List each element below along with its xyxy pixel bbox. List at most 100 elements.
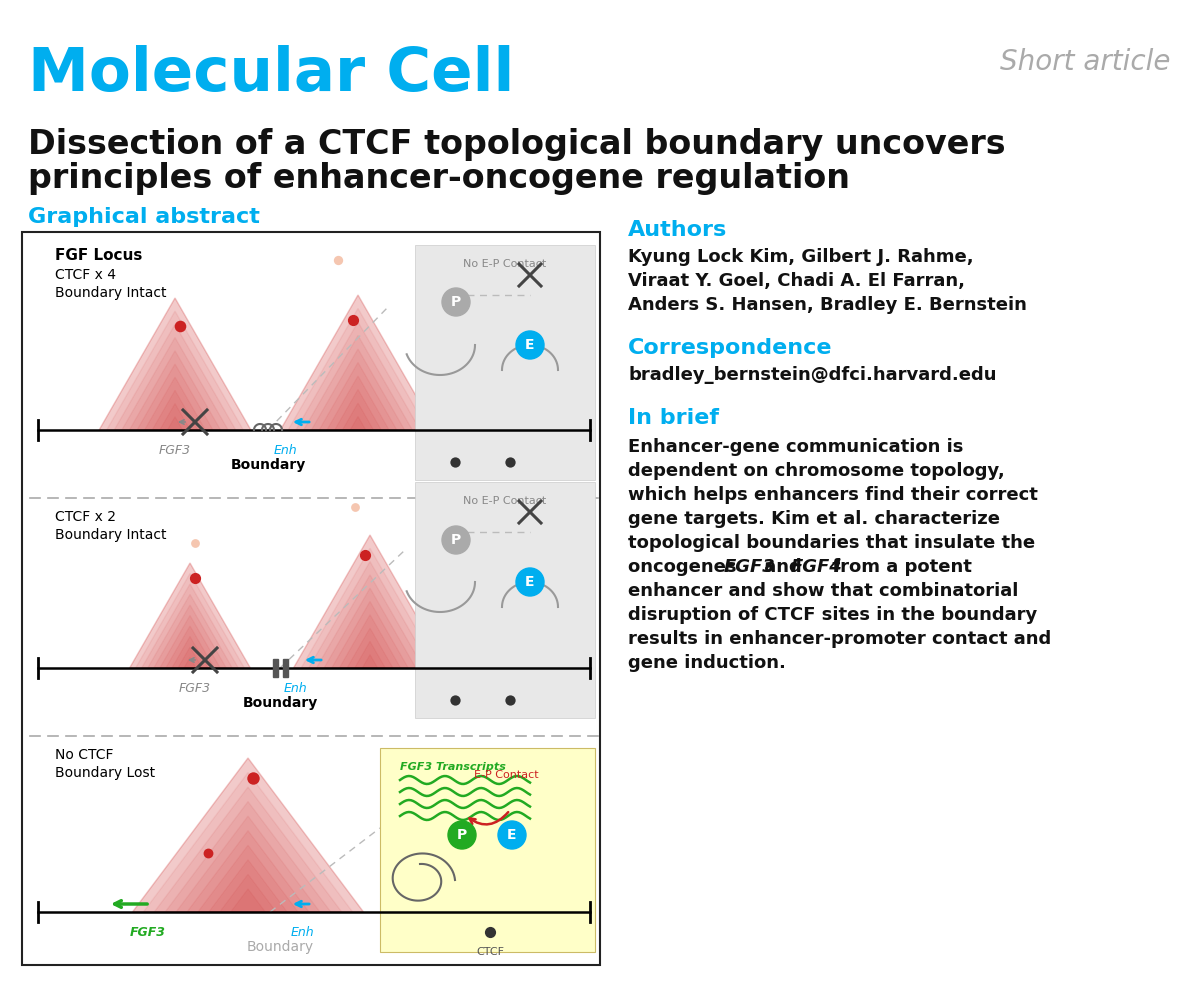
Text: Authors: Authors [628, 220, 727, 240]
Point [355, 547, 374, 563]
Text: Anders S. Hansen, Bradley E. Bernstein: Anders S. Hansen, Bradley E. Bernstein [628, 296, 1027, 314]
Point [343, 312, 362, 328]
Polygon shape [130, 351, 221, 430]
Polygon shape [304, 336, 413, 430]
Polygon shape [130, 563, 251, 668]
Text: which helps enhancers find their correct: which helps enhancers find their correct [628, 486, 1038, 504]
Polygon shape [160, 403, 190, 430]
Polygon shape [281, 295, 436, 430]
Text: No CTCF: No CTCF [55, 748, 114, 762]
Bar [272, 659, 277, 677]
Polygon shape [324, 588, 416, 668]
Polygon shape [296, 322, 420, 430]
Polygon shape [142, 584, 239, 668]
Circle shape [516, 331, 544, 359]
Text: Enhancer-gene communication is: Enhancer-gene communication is [628, 438, 964, 456]
Text: FGF3: FGF3 [130, 926, 166, 939]
Circle shape [442, 288, 470, 316]
Text: Short article: Short article [1000, 48, 1170, 76]
Polygon shape [347, 629, 392, 668]
Point [500, 454, 520, 470]
Text: Boundary: Boundary [242, 696, 318, 710]
Circle shape [448, 821, 476, 849]
Polygon shape [100, 298, 251, 430]
Polygon shape [166, 801, 331, 912]
Polygon shape [144, 773, 353, 912]
Polygon shape [281, 295, 436, 430]
Text: gene induction.: gene induction. [628, 654, 786, 672]
Polygon shape [160, 616, 220, 668]
Polygon shape [294, 535, 446, 668]
Point [445, 454, 464, 470]
Text: CTCF x 4: CTCF x 4 [55, 268, 116, 282]
Bar [282, 659, 288, 677]
Text: FGF3: FGF3 [158, 444, 191, 457]
Text: Boundary Intact: Boundary Intact [55, 528, 167, 542]
Polygon shape [168, 417, 182, 430]
Text: FGF3 Transcripts: FGF3 Transcripts [400, 762, 506, 772]
Text: FGF4: FGF4 [791, 558, 842, 576]
Polygon shape [136, 574, 245, 668]
Polygon shape [230, 889, 265, 912]
Polygon shape [301, 548, 439, 668]
Text: and: and [758, 558, 808, 576]
Text: E: E [526, 338, 535, 352]
Bar [415, 482, 595, 718]
Text: Correspondence: Correspondence [628, 338, 833, 358]
Bar [415, 245, 595, 480]
Polygon shape [152, 390, 198, 430]
Text: FGF3: FGF3 [179, 682, 211, 695]
Text: Molecular Cell: Molecular Cell [28, 45, 515, 104]
Point [170, 318, 190, 334]
Text: FGF Locus: FGF Locus [55, 248, 143, 263]
Polygon shape [331, 602, 408, 668]
Text: principles of enhancer-oncogene regulation: principles of enhancer-oncogene regulati… [28, 162, 850, 195]
Text: Enh: Enh [274, 444, 296, 457]
Text: disruption of CTCF sites in the boundary: disruption of CTCF sites in the boundary [628, 606, 1037, 624]
Text: Graphical abstract: Graphical abstract [28, 207, 260, 227]
Point [244, 770, 263, 785]
Text: CTCF x 2: CTCF x 2 [55, 510, 116, 524]
Text: Viraat Y. Goel, Chadi A. El Farran,: Viraat Y. Goel, Chadi A. El Farran, [628, 272, 965, 290]
Polygon shape [335, 389, 382, 430]
Point [480, 924, 499, 940]
Text: Enh: Enh [283, 682, 307, 695]
Text: E: E [526, 575, 535, 589]
Polygon shape [130, 563, 251, 668]
Text: bradley_bernstein@dfci.harvard.edu: bradley_bernstein@dfci.harvard.edu [628, 366, 996, 384]
Text: P: P [457, 828, 467, 842]
Polygon shape [220, 875, 276, 912]
Polygon shape [312, 349, 404, 430]
Text: P: P [451, 533, 461, 547]
Text: results in enhancer-promoter contact and: results in enhancer-promoter contact and [628, 630, 1051, 648]
Polygon shape [308, 562, 431, 668]
Polygon shape [184, 657, 196, 668]
Text: No E-P Contact: No E-P Contact [463, 496, 547, 506]
Polygon shape [132, 758, 364, 912]
Polygon shape [132, 758, 364, 912]
Text: enhancer and show that combinatorial: enhancer and show that combinatorial [628, 582, 1019, 600]
Polygon shape [362, 654, 378, 668]
Polygon shape [288, 309, 428, 430]
Polygon shape [166, 626, 214, 668]
Text: oncogenes: oncogenes [628, 558, 743, 576]
Text: In brief: In brief [628, 408, 719, 428]
Point [346, 499, 365, 515]
Text: P: P [451, 295, 461, 309]
Text: Boundary: Boundary [246, 940, 313, 954]
Point [445, 692, 464, 708]
Polygon shape [176, 816, 320, 912]
Polygon shape [209, 860, 287, 912]
Polygon shape [198, 845, 298, 912]
Polygon shape [122, 338, 228, 430]
Polygon shape [342, 403, 373, 430]
Text: No E-P Contact: No E-P Contact [463, 259, 547, 269]
Point [500, 692, 520, 708]
Text: Boundary Lost: Boundary Lost [55, 766, 155, 780]
Circle shape [516, 568, 544, 596]
Polygon shape [145, 377, 205, 430]
Text: Enh: Enh [290, 926, 314, 939]
Circle shape [442, 526, 470, 554]
Polygon shape [148, 595, 233, 668]
Polygon shape [178, 647, 202, 668]
